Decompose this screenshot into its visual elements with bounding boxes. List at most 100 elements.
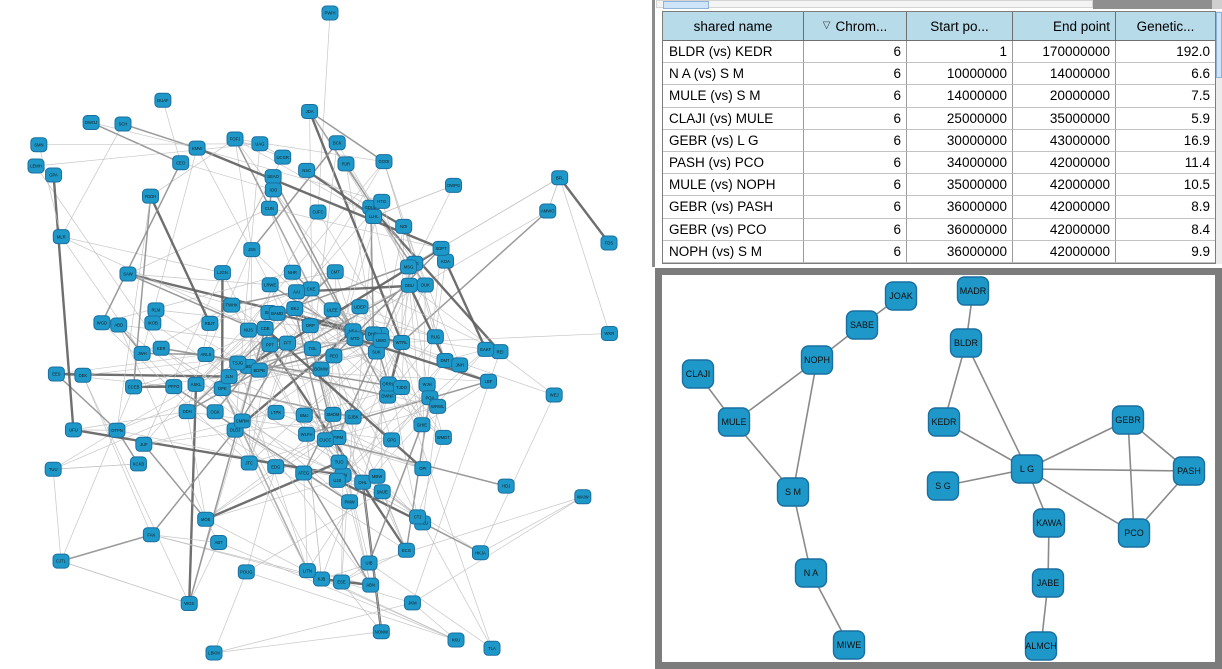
table-cell[interactable]: 34000000 <box>907 151 1013 175</box>
graph-node[interactable]: WLFH <box>298 426 316 442</box>
table-cell[interactable]: GEBR (vs) PCO <box>663 218 804 241</box>
column-header-chromosome[interactable]: ▽ Chrom... <box>804 12 907 41</box>
graph-node[interactable]: PPT <box>261 337 279 353</box>
graph-node[interactable]: JTC <box>240 455 258 471</box>
column-header-genetic[interactable]: Genetic... <box>1116 12 1215 41</box>
graph-node[interactable]: TSJG <box>229 355 247 371</box>
graph-node[interactable]: TUO <box>330 454 348 470</box>
graph-edge[interactable] <box>559 177 610 334</box>
graph-node[interactable]: HKJA <box>471 545 489 561</box>
graph-edge[interactable] <box>143 416 354 445</box>
graph-node[interactable]: WTRL <box>393 334 411 350</box>
graph-edge[interactable] <box>228 284 410 377</box>
graph-edge[interactable] <box>268 344 408 551</box>
graph-node[interactable]: EES <box>47 366 65 382</box>
graph-node[interactable]: FOFJ <box>226 131 244 147</box>
table-cell[interactable]: 10.5 <box>1116 174 1215 197</box>
graph-node[interactable]: GPG <box>383 432 401 448</box>
graph-edge[interactable] <box>101 162 182 324</box>
graph-edge[interactable] <box>143 443 207 520</box>
graph-node[interactable]: KCKB <box>129 456 147 472</box>
graph-node[interactable]: UDEP <box>351 299 369 315</box>
table-cell[interactable]: 6 <box>804 85 907 108</box>
graph-node[interactable]: ULEE <box>323 302 341 318</box>
graph-node-SM[interactable]: S M <box>776 477 810 507</box>
graph-edge[interactable] <box>248 288 312 464</box>
graph-edge[interactable] <box>412 602 457 641</box>
table-cell[interactable]: 16.9 <box>1116 129 1215 152</box>
table-cell[interactable]: N A (vs) S M <box>663 63 804 86</box>
table-cell[interactable]: 20000000 <box>1013 85 1116 108</box>
graph-edge[interactable] <box>234 334 381 431</box>
graph-edge[interactable] <box>368 424 423 564</box>
graph-edge[interactable] <box>293 308 327 440</box>
graph-edge[interactable] <box>116 196 151 431</box>
graph-node[interactable]: PEO <box>325 348 343 364</box>
graph-node[interactable]: HTG <box>373 193 391 209</box>
table-cell[interactable]: 35000000 <box>907 174 1013 197</box>
table-cell[interactable]: 6 <box>804 129 907 152</box>
graph-node[interactable]: CUN <box>260 200 278 216</box>
table-cell[interactable]: 8.9 <box>1116 196 1215 219</box>
graph-node[interactable]: LJGN <box>213 265 231 281</box>
graph-node[interactable]: CDB <box>256 320 274 336</box>
graph-edge[interactable] <box>152 322 230 377</box>
graph-node[interactable]: LTPK <box>267 404 285 420</box>
graph-edge[interactable] <box>303 472 372 586</box>
graph-node[interactable]: MTD <box>346 331 364 347</box>
graph-edge[interactable] <box>272 176 354 332</box>
graph-node[interactable]: JUF <box>135 436 153 452</box>
graph-node[interactable]: LBF <box>480 373 498 389</box>
graph-edge[interactable] <box>60 560 190 604</box>
graph-node[interactable]: DBU <box>400 277 418 293</box>
graph-node[interactable]: CCEB <box>125 379 143 395</box>
graph-edge[interactable] <box>435 261 446 337</box>
graph-node[interactable]: UJS <box>328 472 346 488</box>
table-cell[interactable]: 14000000 <box>1013 63 1116 86</box>
graph-node[interactable]: AMWO <box>539 203 557 219</box>
graph-edge[interactable] <box>234 138 336 272</box>
graph-node[interactable]: RLM <box>147 302 165 318</box>
graph-node[interactable]: LEMH <box>27 158 45 174</box>
graph-node-JABE[interactable]: JABE <box>1031 568 1065 598</box>
graph-edge[interactable] <box>336 479 424 524</box>
graph-node[interactable]: AAI <box>287 284 305 300</box>
vertical-scrollbar-thumb[interactable] <box>1216 12 1222 78</box>
table-cell[interactable]: 6.6 <box>1116 63 1215 86</box>
graph-edge[interactable] <box>320 368 407 551</box>
graph-edge[interactable] <box>248 211 319 331</box>
table-cell[interactable]: 42000000 <box>1013 151 1116 175</box>
graph-edge-LG-PASH[interactable] <box>1026 468 1190 472</box>
graph-edge[interactable] <box>303 473 308 571</box>
graph-node[interactable]: UFU <box>64 422 82 438</box>
graph-node-MADR[interactable]: MADR <box>956 276 990 306</box>
graph-edge[interactable] <box>151 534 219 543</box>
horizontal-scrollbar-track[interactable] <box>656 0 1093 9</box>
graph-node-LG[interactable]: L G <box>1010 454 1044 484</box>
graph-node[interactable]: LBKM <box>205 645 223 661</box>
graph-node-KAWA[interactable]: KAWA <box>1032 508 1066 538</box>
graph-node[interactable]: TLA <box>483 640 501 656</box>
table-cell[interactable]: 6 <box>804 240 907 263</box>
table-cell[interactable]: 6 <box>804 196 907 219</box>
graph-node[interactable]: BDPB <box>250 362 268 378</box>
graph-edge-GEBR-PCO[interactable] <box>1127 419 1135 534</box>
graph-edge[interactable] <box>480 496 583 554</box>
graph-node-NOPH[interactable]: NOPH <box>800 345 834 375</box>
graph-node[interactable]: ABN <box>362 577 380 593</box>
graph-node[interactable]: SMN <box>30 137 48 153</box>
table-cell[interactable]: 6 <box>804 218 907 241</box>
graph-node[interactable]: JNH <box>451 357 469 373</box>
graph-node-PCO[interactable]: PCO <box>1117 518 1151 548</box>
graph-edge[interactable] <box>352 342 402 418</box>
table-cell[interactable]: 25000000 <box>907 107 1013 130</box>
graph-edge[interactable] <box>412 351 501 604</box>
graph-node[interactable]: PMW <box>341 494 359 510</box>
graph-node[interactable]: LITN <box>298 563 316 579</box>
graph-node[interactable]: MSG <box>400 259 418 275</box>
graph-node[interactable]: DDH <box>178 404 196 420</box>
graph-edge[interactable] <box>90 121 182 164</box>
graph-node[interactable]: OPI <box>414 461 432 477</box>
graph-node[interactable]: FFT <box>278 335 296 351</box>
graph-node[interactable]: SAW <box>119 266 137 282</box>
